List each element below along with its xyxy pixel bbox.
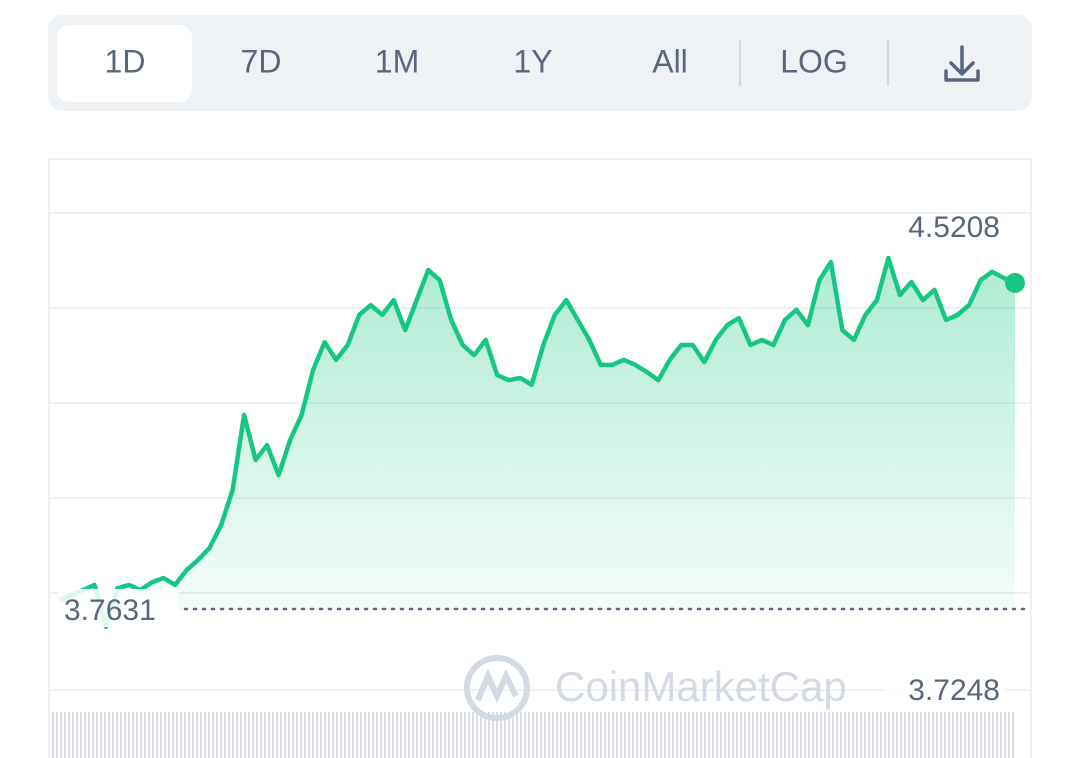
reference-label: 3.7631	[64, 594, 156, 627]
watermark: CoinMarketCap	[555, 663, 847, 710]
reference-label-bg	[58, 588, 178, 627]
period-tab[interactable]: All	[652, 43, 688, 79]
volume-bars	[50, 712, 1015, 758]
price-line	[59, 255, 1016, 629]
active-tab	[57, 25, 192, 102]
download-arrow	[949, 45, 975, 76]
low-label-bg	[884, 674, 1006, 712]
period-tab[interactable]: 7D	[241, 43, 282, 79]
period-tab[interactable]: 1Y	[513, 43, 552, 79]
log-toggle[interactable]: LOG	[780, 43, 848, 79]
download-tray	[944, 69, 980, 82]
low-label: 3.7248	[908, 674, 1000, 707]
period-tab[interactable]: 1M	[375, 43, 419, 79]
period-tab[interactable]: 1D	[105, 43, 146, 79]
price-area	[60, 258, 1015, 627]
logo-ring	[464, 655, 530, 721]
high-label: 4.5208	[908, 211, 1000, 244]
logo-mark	[475, 668, 519, 704]
toolbar	[48, 15, 1032, 111]
watermark-logo	[464, 655, 530, 721]
last-price-dot	[1005, 272, 1025, 293]
download-button[interactable]	[944, 45, 980, 82]
